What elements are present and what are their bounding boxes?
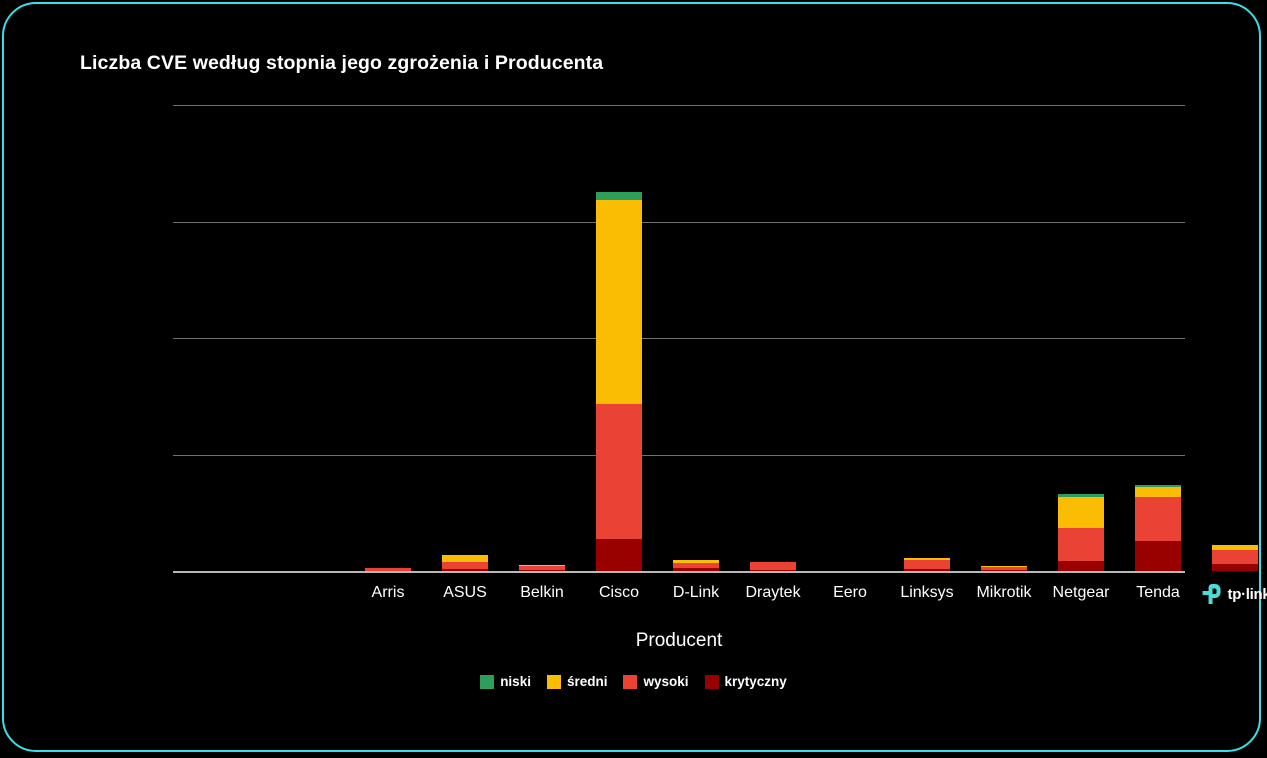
bar-segment-krytyczny [904, 569, 950, 571]
bar-asus[interactable] [442, 555, 488, 571]
gridline-6000 [173, 221, 1185, 223]
x-tick-label-d-link: D-Link [672, 584, 720, 601]
bar-segment-wysoki [596, 404, 642, 539]
chart-title: Liczba CVE według stopnia jego zgrożenia… [80, 52, 604, 74]
tp-link-logo-icon [1200, 582, 1226, 606]
bar-segment-średni [1058, 497, 1104, 528]
x-tick-label-asus: ASUS [443, 584, 487, 601]
bar-segment-średni [1135, 487, 1181, 497]
bar-segment-wysoki [1058, 528, 1104, 561]
gridline-0 [173, 571, 1185, 573]
bar-segment-wysoki [365, 568, 411, 571]
bar-segment-krytyczny [442, 569, 488, 571]
legend-swatch-niski [480, 674, 495, 689]
legend-label: wysoki [643, 674, 689, 689]
legend-swatch-średni [546, 674, 561, 689]
bar-segment-wysoki [750, 562, 796, 570]
bar-mikrotik[interactable] [981, 566, 1027, 571]
bar-netgear[interactable] [1058, 494, 1104, 571]
bar-segment-średni [673, 560, 719, 563]
bar-segment-krytyczny [750, 570, 796, 571]
legend-swatch-wysoki [623, 674, 638, 689]
x-tick-label-tp-link: tp·link [1200, 581, 1267, 607]
legend-item-wysoki[interactable]: wysoki [623, 674, 689, 689]
bar-segment-średni [442, 555, 488, 562]
plot-area: 02000400060008000 [173, 105, 1258, 573]
bar-segment-wysoki [519, 566, 565, 570]
bar-segment-niski [1058, 494, 1104, 497]
bar-belkin[interactable] [519, 565, 565, 571]
bar-draytek[interactable] [750, 562, 796, 571]
bar-segment-niski [596, 192, 642, 200]
legend-label: średni [566, 674, 608, 689]
bar-segment-wysoki [1212, 550, 1258, 564]
bar-segment-wysoki [904, 560, 950, 569]
bar-segment-krytyczny [1135, 541, 1181, 571]
legend-label: niski [500, 674, 531, 689]
bar-segment-krytyczny [519, 570, 565, 571]
bar-tp-link[interactable] [1212, 545, 1258, 571]
bar-cisco[interactable] [596, 192, 642, 571]
x-tick-label-arris: Arris [371, 584, 405, 601]
gridline-2000 [173, 454, 1185, 456]
x-axis-title: Producent [635, 630, 723, 651]
bar-segment-wysoki [673, 563, 719, 568]
legend-item-krytyczny[interactable]: krytyczny [704, 674, 787, 689]
bar-segment-krytyczny [673, 568, 719, 571]
x-tick-label-belkin: Belkin [520, 584, 564, 601]
bar-segment-średni [981, 566, 1027, 567]
tp-link-wordmark: tp·link [1227, 585, 1267, 603]
bar-segment-wysoki [981, 567, 1027, 570]
x-tick-label-eero: Eero [833, 584, 867, 601]
bar-segment-średni [904, 558, 950, 560]
legend-item-średni[interactable]: średni [546, 674, 608, 689]
bar-d-link[interactable] [673, 560, 719, 571]
x-tick-label-netgear: Netgear [1052, 584, 1110, 601]
bar-segment-średni [596, 200, 642, 404]
bar-segment-krytyczny [1212, 564, 1258, 571]
x-tick-label-linksys: Linksys [900, 584, 954, 601]
bar-arris[interactable] [365, 568, 411, 571]
x-tick-label-cisco: Cisco [598, 584, 640, 601]
bar-segment-wysoki [442, 562, 488, 569]
bar-segment-krytyczny [596, 539, 642, 571]
bar-segment-krytyczny [981, 570, 1027, 571]
x-tick-label-draytek: Draytek [745, 584, 801, 601]
gridline-4000 [173, 338, 1185, 339]
legend-swatch-krytyczny [704, 674, 719, 689]
x-tick-label-tenda: Tenda [1136, 584, 1180, 601]
bar-segment-niski [1135, 485, 1181, 487]
legend-item-niski[interactable]: niski [480, 674, 531, 689]
bar-segment-krytyczny [1058, 561, 1104, 571]
legend-label: krytyczny [724, 674, 787, 689]
bar-segment-średni [1212, 545, 1258, 550]
bar-tenda[interactable] [1135, 485, 1181, 571]
gridline-8000 [173, 105, 1185, 106]
bar-segment-wysoki [1135, 497, 1181, 541]
bar-segment-średni [519, 565, 565, 566]
bar-linksys[interactable] [904, 558, 950, 571]
chart-legend: niski średni wysoki krytyczny [0, 674, 1267, 689]
x-tick-label-mikrotik: Mikrotik [976, 584, 1032, 601]
